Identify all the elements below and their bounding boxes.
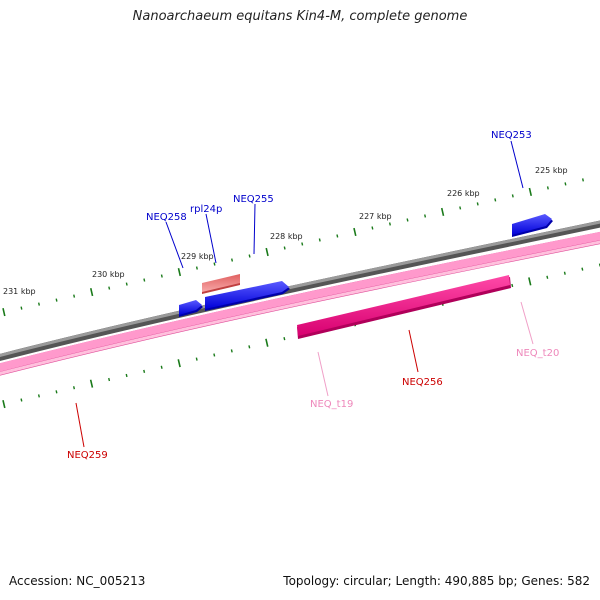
minor-tick [160, 274, 163, 278]
scale-label: 229 kbp [181, 252, 214, 261]
major-tick [2, 400, 6, 409]
accession-text: Accession: NC_005213 [9, 574, 146, 588]
major-tick [440, 207, 445, 217]
minor-tick [125, 373, 128, 378]
label-neq258: NEQ258 [146, 212, 187, 223]
minor-tick [406, 218, 409, 222]
minor-tick [230, 349, 233, 353]
map-title: Nanoarchaeum equitans Kin4-M, complete g… [132, 9, 468, 24]
minor-tick [546, 186, 549, 190]
major-tick [265, 247, 269, 257]
label-neq259: NEQ259 [67, 450, 108, 461]
minor-tick [195, 266, 198, 270]
minor-tick [55, 298, 58, 302]
minor-tick [564, 182, 567, 186]
minor-tick [283, 246, 286, 250]
label-neq-t20: NEQ_t20 [516, 348, 559, 359]
minor-tick [511, 283, 514, 288]
rna-track-band [0, 231, 600, 376]
minor-tick [72, 386, 76, 390]
minor-tick [581, 267, 584, 271]
minor-tick [581, 178, 585, 182]
minor-tick [108, 286, 111, 290]
label-neq253: NEQ253 [491, 130, 532, 141]
major-tick [528, 277, 532, 286]
minor-tick [37, 302, 41, 306]
scale-label: 226 kbp [447, 189, 480, 198]
major-tick [265, 338, 269, 347]
minor-tick [213, 262, 216, 266]
minor-tick [231, 258, 234, 262]
minor-tick [563, 271, 566, 275]
feature-labels: NEQ253 NEQ255 rpl24p NEQ258 NEQ256 NEQ25… [67, 130, 559, 461]
minor-tick [143, 369, 146, 373]
scale-label: 230 kbp [92, 270, 125, 279]
outer-tick-ring [2, 178, 585, 317]
genome-backbone [0, 220, 600, 362]
label-neq256: NEQ256 [402, 377, 443, 388]
scale-labels: 231 kbp 230 kbp 229 kbp 228 kbp 227 kbp … [3, 166, 568, 296]
genome-stats-text: Topology: circular; Length: 490,885 bp; … [283, 574, 590, 588]
minor-tick [283, 337, 286, 341]
minor-tick [143, 278, 146, 282]
minor-tick [476, 202, 479, 206]
minor-tick [248, 254, 251, 258]
minor-tick [55, 390, 58, 394]
scale-label: 231 kbp [3, 287, 36, 296]
minor-tick [301, 242, 304, 246]
minor-tick [20, 398, 23, 402]
major-tick [89, 287, 94, 297]
scale-label: 227 kbp [359, 212, 392, 221]
minor-tick [108, 377, 111, 382]
minor-tick [160, 365, 163, 369]
minor-tick [494, 198, 497, 202]
minor-tick [511, 194, 514, 198]
scale-label: 225 kbp [535, 166, 568, 175]
label-neq255: NEQ255 [233, 194, 274, 205]
minor-tick [424, 214, 427, 218]
minor-tick [213, 353, 216, 357]
major-tick [89, 379, 94, 388]
major-tick [177, 267, 182, 277]
minor-tick [37, 394, 40, 398]
label-leaders [75, 140, 534, 448]
minor-tick [20, 306, 23, 310]
gene-neq258[interactable] [179, 300, 203, 317]
scale-label: 228 kbp [270, 232, 303, 241]
minor-tick [388, 222, 391, 226]
minor-tick [371, 226, 374, 230]
gene-neq253[interactable] [512, 214, 553, 237]
gene-neq255[interactable] [205, 281, 290, 311]
major-tick [2, 308, 6, 317]
minor-tick [125, 282, 128, 286]
minor-tick [248, 345, 251, 349]
major-tick [177, 359, 181, 368]
major-tick [353, 227, 357, 237]
minor-tick [318, 238, 321, 242]
minor-tick [73, 294, 76, 298]
label-neq-t19: NEQ_t19 [310, 399, 353, 410]
major-tick [528, 187, 533, 196]
minor-tick [336, 234, 339, 238]
label-rpl24p: rpl24p [190, 204, 222, 215]
gene-neq256[interactable] [297, 275, 511, 339]
gene-rpl24p[interactable] [202, 274, 240, 294]
minor-tick [459, 206, 462, 210]
minor-tick [546, 275, 549, 279]
minor-tick [195, 357, 198, 361]
